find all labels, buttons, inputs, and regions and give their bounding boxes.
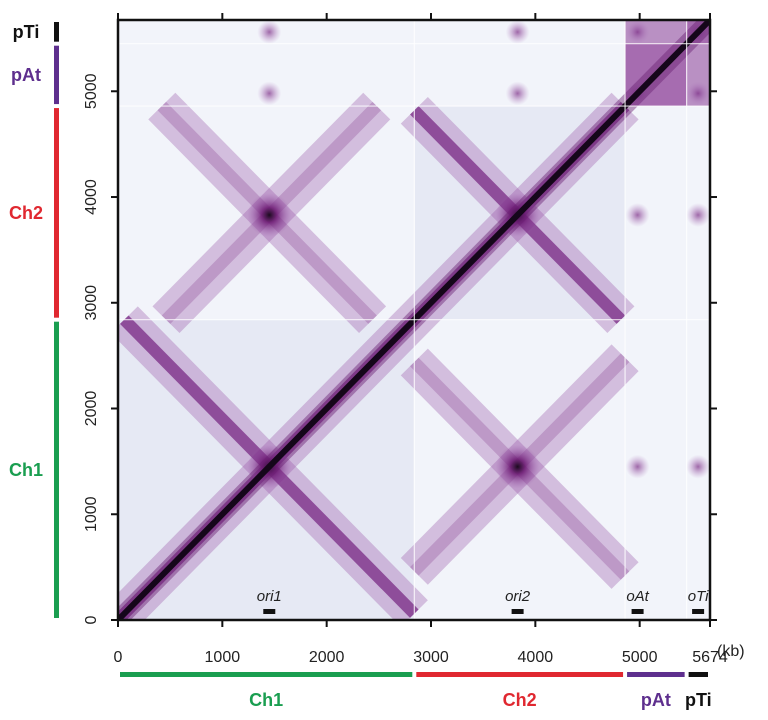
heatmap-plot-area	[118, 20, 710, 620]
y-tick-label: 1000	[83, 496, 100, 532]
ori-spot-oAt-oTi	[625, 20, 650, 45]
left-track-bar-pTi	[54, 22, 59, 42]
origin-label-oAt: oAt	[626, 588, 649, 605]
left-track-label-Ch2: Ch2	[9, 203, 43, 223]
ori-spot-oAt-ori2	[625, 202, 650, 227]
bottom-track-bar-Ch1	[120, 672, 413, 677]
ori-spot-ori2-ori1	[495, 444, 540, 489]
origin-marker-oAt	[631, 609, 644, 614]
ori-spot-oTi-oAt	[686, 81, 710, 106]
y-tick-label: 0	[83, 615, 100, 624]
bottom-track-bar-pAt	[627, 672, 685, 677]
origin-marker-ori2	[511, 609, 524, 614]
ori-spot-ori1-ori2	[247, 192, 292, 237]
y-tick-label: 4000	[83, 179, 100, 215]
left-replicon-track: Ch1 Ch2 pAt pTi	[9, 22, 59, 618]
ori-spot-ori2-oAt	[505, 81, 530, 106]
x-tick-label: 3000	[413, 649, 449, 666]
x-tick-label: 1000	[205, 649, 241, 666]
left-track-bar-Ch2	[54, 108, 59, 318]
origin-label-ori2: ori2	[505, 588, 531, 605]
left-track-bar-Ch1	[54, 321, 59, 618]
bottom-track-label-pAt: pAt	[641, 690, 671, 710]
bottom-track-label-Ch2: Ch2	[503, 690, 537, 710]
x-tick-label: 4000	[518, 649, 554, 666]
left-track-label-pTi: pTi	[13, 22, 40, 42]
x-axis: 0 1000 2000 3000 4000 5000 5674	[114, 13, 728, 666]
x-tick-label: 0	[114, 649, 123, 666]
bottom-track-bar-pTi	[688, 672, 708, 677]
y-tick-label: 3000	[83, 285, 100, 321]
y-tick-label: 2000	[83, 391, 100, 427]
ori-spot-oAt-ori1	[625, 454, 650, 479]
origin-marker-oTi	[692, 609, 705, 614]
y-tick-label: 5000	[83, 73, 100, 109]
y-axis: 0 1000 2000 3000 4000 5000	[83, 73, 717, 624]
bottom-track-bar-Ch2	[416, 672, 624, 677]
bottom-replicon-track: Ch1 Ch2 pAt pTi	[120, 672, 712, 710]
origin-label-oTi: oTi	[688, 588, 709, 605]
origin-marker-ori1	[263, 609, 276, 614]
origin-markers: ori1 ori2 oAt oTi	[257, 588, 709, 614]
x-axis-unit-label: (kb)	[717, 643, 745, 660]
x-tick-label: 5674	[692, 649, 728, 666]
ori-spot-ori2-oTi	[505, 20, 530, 45]
bottom-track-label-Ch1: Ch1	[249, 690, 283, 710]
x-tick-label: 2000	[309, 649, 345, 666]
ori-spot-oTi-ori1	[686, 454, 710, 479]
x-tick-label: 5000	[622, 649, 658, 666]
ori-spot-ori1-oAt	[257, 81, 282, 106]
plot-frame	[116, 18, 712, 622]
left-track-bar-pAt	[54, 45, 59, 105]
left-track-label-Ch1: Ch1	[9, 460, 43, 480]
bottom-track-label-pTi: pTi	[685, 690, 712, 710]
ori-spot-ori1-oTi	[257, 20, 282, 45]
replicon-boundaries	[118, 20, 710, 620]
left-track-label-pAt: pAt	[11, 65, 41, 85]
origin-label-ori1: ori1	[257, 588, 282, 605]
ori-spot-oTi-ori2	[686, 202, 710, 227]
